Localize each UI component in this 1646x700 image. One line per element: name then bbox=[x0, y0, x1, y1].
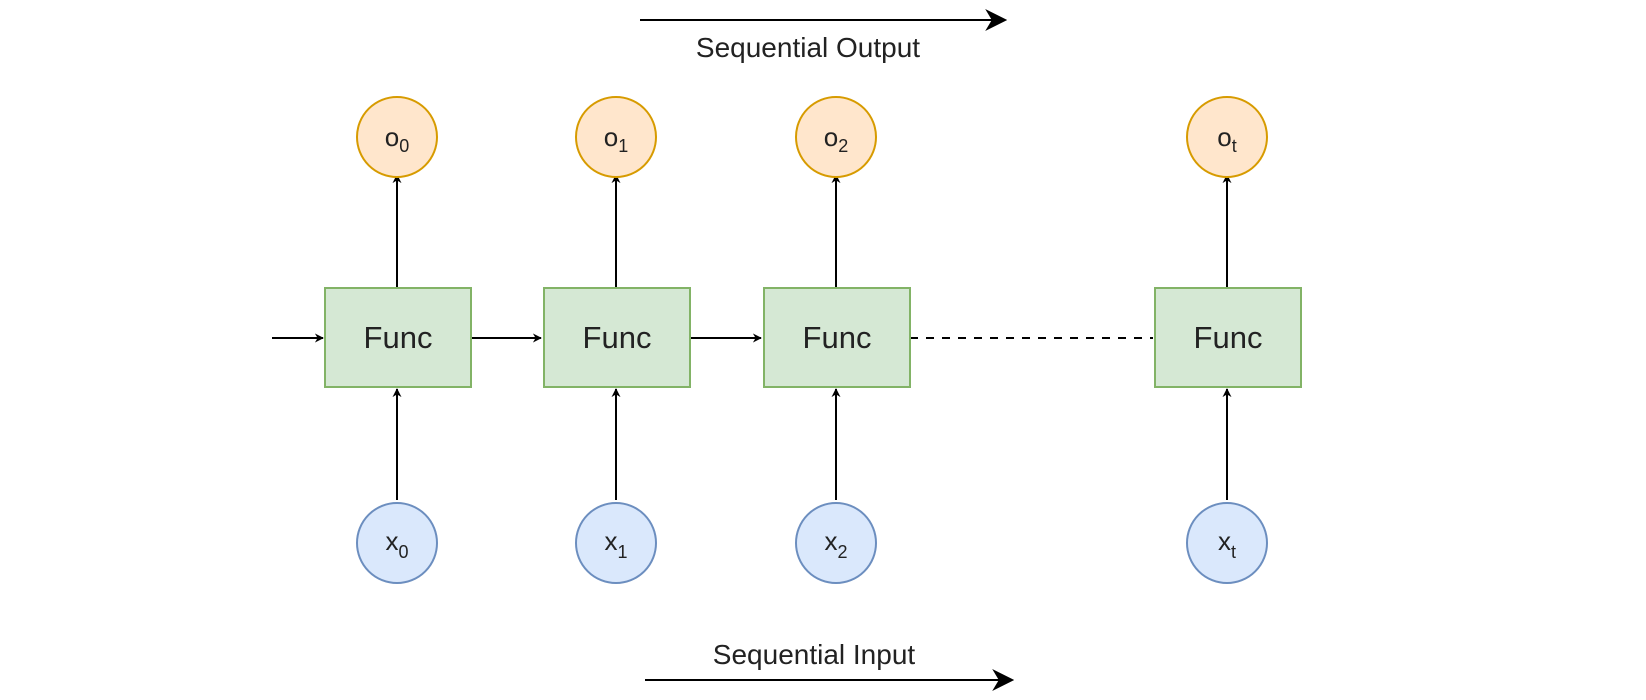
step-t: Func ot xt bbox=[1154, 96, 1302, 584]
output-node bbox=[1186, 96, 1268, 178]
output-label: ot bbox=[1217, 122, 1236, 156]
func-box bbox=[1154, 287, 1302, 388]
input-node bbox=[1186, 502, 1268, 584]
output-caption: Sequential Output bbox=[696, 32, 920, 63]
output-label: o2 bbox=[824, 122, 848, 156]
input-label: xt bbox=[1218, 526, 1236, 562]
input-node bbox=[795, 502, 877, 584]
func-label: Func bbox=[803, 320, 872, 355]
step-2: Func o2 x2 bbox=[763, 96, 911, 584]
func-label: Func bbox=[364, 320, 433, 355]
output-label: o1 bbox=[604, 122, 628, 156]
func-label: Func bbox=[583, 320, 652, 355]
func-box bbox=[543, 287, 691, 388]
step-1: Func o1 x1 bbox=[543, 96, 691, 584]
input-label: x2 bbox=[824, 526, 847, 562]
step-0: Func o0 x0 bbox=[324, 96, 472, 584]
input-label: x0 bbox=[385, 526, 408, 562]
input-node bbox=[575, 502, 657, 584]
func-box bbox=[324, 287, 472, 388]
input-caption: Sequential Input bbox=[713, 639, 916, 670]
output-node bbox=[795, 96, 877, 178]
output-label: o0 bbox=[385, 122, 409, 156]
func-label: Func bbox=[1194, 320, 1263, 355]
func-box bbox=[763, 287, 911, 388]
input-label: x1 bbox=[604, 526, 627, 562]
output-node bbox=[575, 96, 657, 178]
output-node bbox=[356, 96, 438, 178]
input-node bbox=[356, 502, 438, 584]
